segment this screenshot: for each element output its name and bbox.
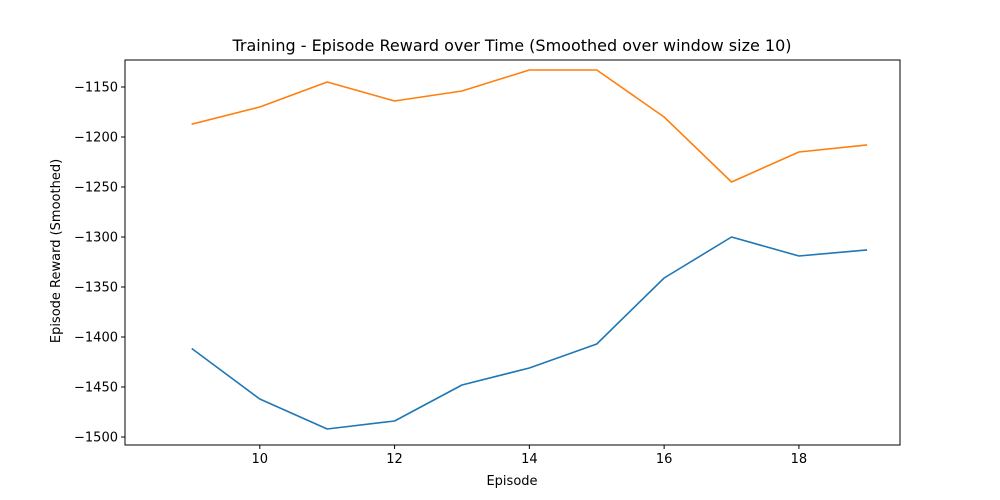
x-tick-label: 16 — [656, 452, 673, 467]
x-tick-label: 14 — [521, 452, 538, 467]
y-tick-label: −1200 — [74, 131, 118, 146]
x-axis-label: Episode — [486, 474, 537, 489]
y-tick-label: −1400 — [74, 331, 118, 346]
series-line-1 — [191, 236, 868, 430]
x-tick-label: 12 — [386, 452, 403, 467]
y-tick-label: −1300 — [74, 231, 118, 246]
plot-area: 10 12 14 16 18 −1150 −1200 −1250 −1300 −1350 −1400… — [74, 59, 901, 467]
y-tick-label: −1350 — [74, 281, 118, 296]
series-line-2 — [191, 69, 868, 183]
y-tick-label: −1450 — [74, 381, 118, 396]
y-tick-label: −1150 — [74, 81, 118, 96]
x-tick-label: 10 — [252, 452, 269, 467]
y-axis-label: Episode Reward (Smoothed) — [49, 159, 64, 343]
chart-title: Training - Episode Reward over Time (Smo… — [231, 36, 791, 55]
plot-frame — [124, 59, 901, 446]
y-tick-label: −1250 — [74, 181, 118, 196]
y-tick-label: −1500 — [74, 431, 118, 446]
x-tick-label: 18 — [791, 452, 808, 467]
